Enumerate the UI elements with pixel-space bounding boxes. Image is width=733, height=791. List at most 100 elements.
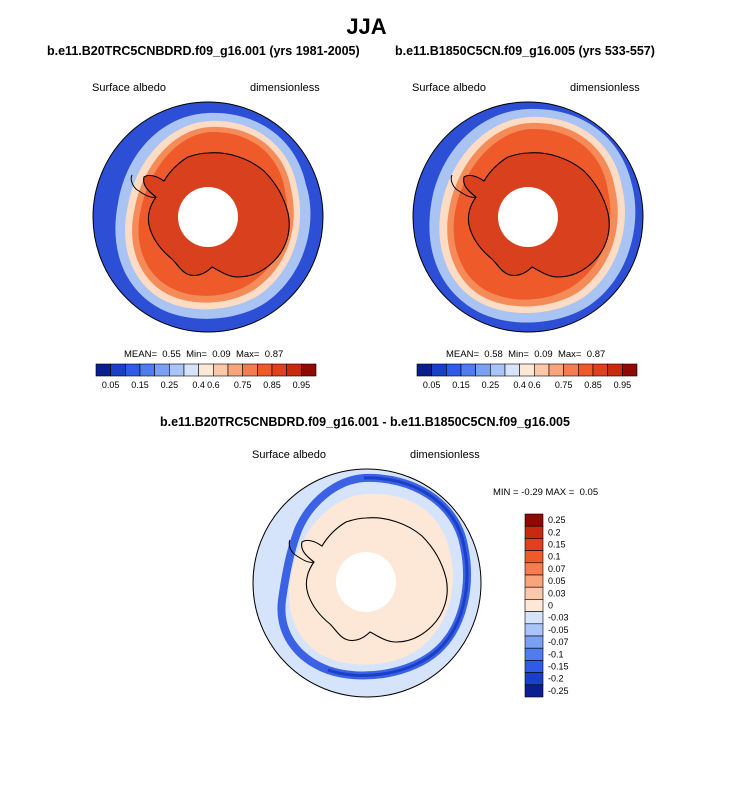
colorbar-tick-label: -0.15 <box>548 662 569 672</box>
panel-1-variable: Surface albedo <box>92 82 166 94</box>
colorbar-tick-label: 0.2 <box>548 527 561 537</box>
max-label: MAX = <box>545 487 575 498</box>
colorbar-swatch <box>490 363 506 377</box>
colorbar-tick-label: 0.07 <box>548 564 566 574</box>
diff-units: dimensionless <box>410 449 480 461</box>
colorbar-tick-label: 0.4 <box>513 380 526 390</box>
colorbar-swatch <box>431 363 447 377</box>
colorbar-swatch <box>301 363 317 377</box>
colorbar-tick-label: 0.05 <box>548 576 566 586</box>
colorbar-swatch <box>592 363 608 377</box>
colorbar-tick-label: 0.75 <box>555 380 573 390</box>
panel-2-units: dimensionless <box>570 82 640 94</box>
colorbar-panel-1: 0.05 0.15 0.25 0.4 0.6 0.75 0.85 0.95 <box>95 363 317 390</box>
colorbar-swatch <box>524 513 544 527</box>
polar-map-1 <box>92 101 324 333</box>
colorbar-tick-label: -0.2 <box>548 674 564 684</box>
panel-2-stats: MEAN= 0.58 Min= 0.09 Max= 0.87 <box>446 349 605 360</box>
colorbar-swatch <box>524 562 544 576</box>
colorbar-swatch <box>524 647 544 661</box>
mean-value: 0.55 <box>162 349 181 360</box>
colorbar-tick-label: 0.25 <box>548 515 566 525</box>
colorbar-swatch <box>286 363 302 377</box>
colorbar-swatch <box>524 599 544 612</box>
colorbar-swatch <box>183 363 199 377</box>
mean-label: MEAN= <box>124 349 157 360</box>
panel-2-variable: Surface albedo <box>412 82 486 94</box>
colorbar-swatch <box>125 363 141 377</box>
max-value: 0.05 <box>579 487 599 498</box>
min-label: Min= <box>508 349 529 360</box>
colorbar-swatch <box>271 363 287 377</box>
peninsula-coast <box>288 539 315 563</box>
colorbar-swatch <box>504 363 520 377</box>
mean-value: 0.58 <box>484 349 503 360</box>
colorbar-tick-label: 0.1 <box>548 552 561 562</box>
colorbar-tick-label: 0.25 <box>482 380 500 390</box>
colorbar-tick-label: 0.95 <box>614 380 632 390</box>
colorbar-swatch <box>563 363 579 377</box>
colorbar-swatch <box>578 363 594 377</box>
min-value: 0.09 <box>534 349 553 360</box>
colorbar-tick-label: -0.1 <box>548 649 564 659</box>
colorbar-tick-label: 0.75 <box>234 380 252 390</box>
pole-hole <box>498 187 558 247</box>
colorbar-swatch <box>524 538 544 551</box>
panel-2-title: b.e11.B1850C5CN.f09_g16.005 (yrs 533-557… <box>395 44 655 58</box>
colorbar-tick-label: 0.05 <box>102 380 120 390</box>
panel-1-stats: MEAN= 0.55 Min= 0.09 Max= 0.87 <box>124 349 283 360</box>
colorbar-tick-label: 0.85 <box>263 380 281 390</box>
negative-band-core <box>327 476 469 677</box>
colorbar-tick-label: 0.4 <box>192 380 205 390</box>
max-label: Max= <box>557 349 582 360</box>
colorbar-swatch <box>524 623 544 637</box>
colorbar-swatch <box>475 363 491 377</box>
colorbar-swatch <box>524 586 544 600</box>
max-label: Max= <box>235 349 260 360</box>
colorbar-swatch <box>524 660 544 673</box>
colorbar-swatch <box>524 672 544 686</box>
mean-label: MEAN= <box>446 349 479 360</box>
colorbar-swatch <box>524 550 544 564</box>
colorbar-swatch <box>139 363 155 377</box>
diff-variable: Surface albedo <box>252 449 326 461</box>
page-title: JJA <box>346 14 387 39</box>
colorbar-swatch <box>534 363 550 377</box>
colorbar-tick-label: 0 <box>548 601 553 611</box>
min-label: Min= <box>186 349 207 360</box>
panel-1-title: b.e11.B20TRC5CNBDRD.f09_g16.001 (yrs 198… <box>47 44 360 58</box>
min-value: 0.09 <box>212 349 231 360</box>
colorbar-swatch <box>524 635 544 649</box>
polar-map-diff <box>252 468 482 698</box>
colorbar-swatch <box>213 363 229 377</box>
peninsula-coast <box>130 174 157 198</box>
colorbar-swatch <box>416 363 432 377</box>
colorbar-tick-label: 0.25 <box>161 380 179 390</box>
colorbar-swatch <box>446 363 462 377</box>
colorbar-swatch <box>607 363 623 377</box>
colorbar-swatch <box>622 363 638 377</box>
colorbar-swatch <box>524 611 544 625</box>
colorbar-tick-label: 0.15 <box>131 380 149 390</box>
colorbar-swatch <box>548 363 564 377</box>
colorbar-swatch <box>257 363 273 377</box>
colorbar-tick-label: 0.15 <box>452 380 470 390</box>
colorbar-swatch <box>460 363 476 377</box>
min-value: -0.29 <box>521 487 543 498</box>
colorbar-panel-2: 0.05 0.15 0.25 0.4 0.6 0.75 0.85 0.95 <box>416 363 638 390</box>
colorbar-tick-label: 0.6 <box>207 380 220 390</box>
colorbar-tick-label: 0.05 <box>423 380 441 390</box>
colorbar-swatch <box>154 363 170 377</box>
max-value: 0.87 <box>264 349 284 360</box>
max-value: 0.87 <box>586 349 606 360</box>
colorbar-tick-label: 0.15 <box>548 540 566 550</box>
polar-map-2 <box>412 101 644 333</box>
colorbar-tick-label: -0.25 <box>548 686 569 696</box>
colorbar-swatch <box>95 363 111 377</box>
min-label: MIN = <box>493 487 519 498</box>
colorbar-tick-label: 0.6 <box>528 380 541 390</box>
colorbar-swatch <box>242 363 258 377</box>
colorbar-swatch <box>519 363 535 377</box>
colorbar-swatch <box>110 363 126 377</box>
colorbar-tick-label: 0.03 <box>548 588 566 598</box>
